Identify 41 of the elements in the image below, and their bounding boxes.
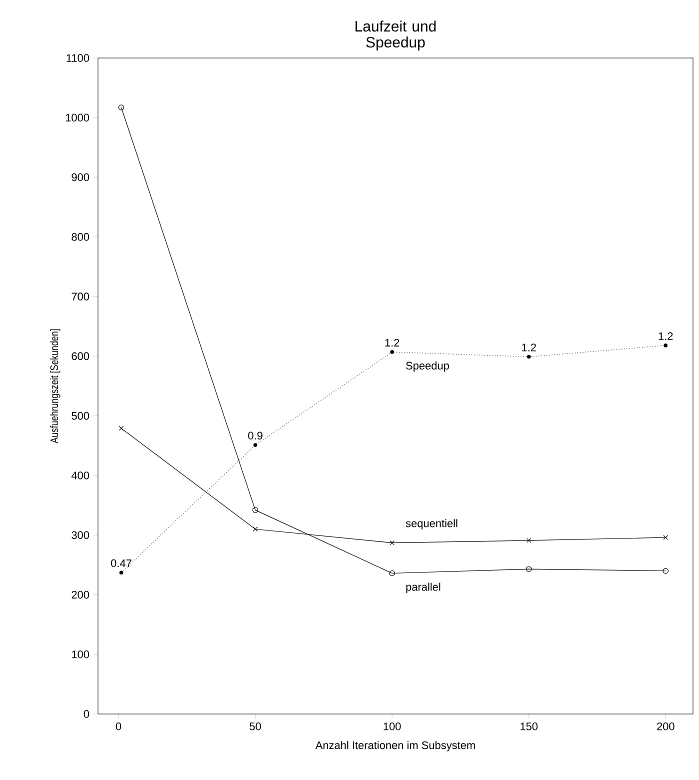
annotation: 1.2: [385, 338, 400, 346]
annotation: 1.2: [658, 332, 673, 340]
annotation: 0.9: [248, 432, 262, 440]
y-tick-label: 600: [72, 352, 90, 360]
point: [663, 535, 668, 540]
point: [118, 426, 124, 431]
chart-title: Laufzeit und Speedup: [356, 20, 436, 50]
y-tick-label: 1100: [66, 54, 90, 62]
y-tick-label: 100: [72, 650, 90, 658]
point: [390, 350, 394, 354]
point: [389, 570, 395, 576]
point: [119, 570, 124, 575]
point: [390, 540, 394, 546]
x-tick-label: 50: [250, 722, 261, 730]
point: [252, 507, 258, 513]
annotation: 0.47: [111, 559, 132, 568]
y-tick-label: 400: [71, 472, 90, 480]
annotation: 1.2: [522, 344, 536, 352]
point: [526, 566, 532, 572]
y-tick-label: 700: [72, 292, 90, 300]
x-tick-label: 100: [384, 722, 401, 730]
y-axis-title: Ausfuehrungszeit [Sekunden]: [50, 329, 60, 444]
point: [253, 443, 258, 447]
y-tick-label: 900: [72, 173, 90, 182]
y-tick-label: 300: [72, 531, 90, 539]
y-tick-label: 1000: [66, 114, 90, 122]
x-tick-label: 0: [116, 722, 122, 730]
series-label: Speedup: [406, 362, 449, 372]
point: [664, 344, 668, 348]
y-tick-label: 200: [72, 590, 90, 599]
x-axis-title: Anzahl Iterationen im Subsystem: [315, 741, 475, 752]
series-label: parallel: [406, 582, 440, 593]
y-tick-label: 800: [72, 233, 90, 241]
point: [526, 354, 531, 359]
point: [526, 538, 532, 543]
x-tick-label: 150: [520, 722, 538, 730]
point: [252, 526, 258, 532]
x-tick-label: 200: [657, 722, 674, 730]
y-tick-label: 0: [84, 710, 90, 718]
y-tick-label: 500: [72, 412, 90, 420]
series-label: sequentiell: [406, 519, 458, 530]
